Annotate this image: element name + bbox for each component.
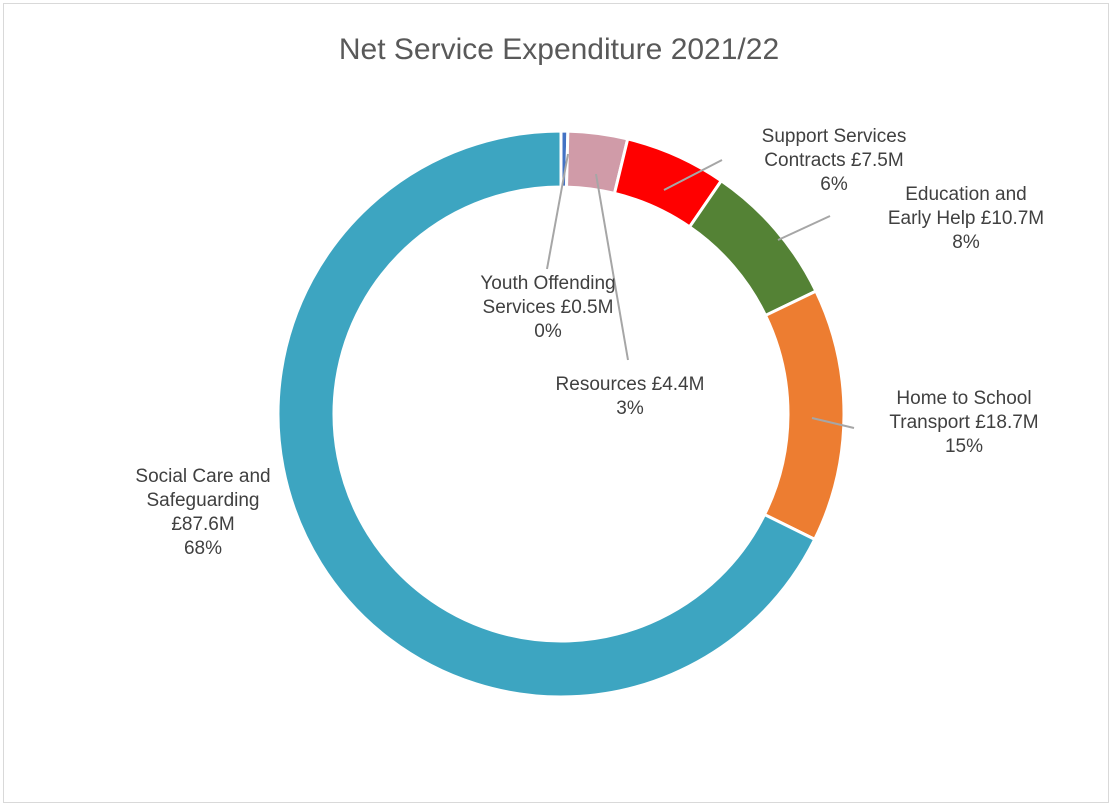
data-labels: Youth Offending Services £0.5M 0% Resources… (135, 126, 1044, 559)
data-label-line: Safeguarding (146, 490, 259, 511)
data-label-education-and-early-help: Education and Early Help £10.7M 8% (888, 184, 1044, 253)
leader-lines (546, 153, 855, 429)
data-label-line: 68% (184, 538, 222, 559)
data-label-line: Early Help £10.7M (888, 208, 1044, 229)
data-label-line: 8% (952, 232, 980, 253)
leader-line-education-and-early-help (777, 215, 831, 241)
slice-home-to-school-transport (762, 289, 846, 542)
chart-title: Net Service Expenditure 2021/22 (339, 33, 779, 66)
data-label-line: Transport £18.7M (889, 412, 1038, 433)
slice-education-and-early-help (687, 178, 818, 318)
data-label-resources: Resources £4.4M 3% (556, 374, 705, 419)
data-label-line: Education and (905, 184, 1027, 205)
data-label-line: Resources £4.4M (556, 374, 705, 395)
data-label-line: 0% (534, 321, 562, 342)
leader-line-home-to-school-transport (811, 417, 855, 429)
doughnut-slices (276, 129, 846, 699)
data-label-line: £87.6M (171, 514, 234, 535)
data-label-line: Home to School (896, 388, 1031, 409)
data-label-youth-offending-services: Youth Offending Services £0.5M 0% (480, 273, 615, 342)
data-label-support-services-contracts: Support Services Contracts £7.5M 6% (762, 126, 907, 195)
data-label-line: 6% (820, 174, 848, 195)
data-label-social-care-and-safeguarding: Social Care and Safeguarding £87.6M 68% (135, 466, 270, 559)
data-label-line: Youth Offending (480, 273, 615, 294)
doughnut-chart: Net Service Expenditure 2021/22 Youth Of… (135, 33, 1044, 699)
data-label-line: Support Services (762, 126, 907, 147)
data-label-home-to-school-transport: Home to School Transport £18.7M 15% (889, 388, 1038, 457)
leader-line-youth-offending-services (546, 153, 569, 270)
data-label-line: Contracts £7.5M (764, 150, 903, 171)
slice-social-care-and-safeguarding (276, 129, 817, 699)
leader-line-support-services-contracts (663, 159, 723, 191)
chart-frame: Net Service Expenditure 2021/22 Youth Of… (3, 3, 1109, 803)
data-label-line: Services £0.5M (483, 297, 614, 318)
data-label-line: Social Care and (135, 466, 270, 487)
data-label-line: 15% (945, 436, 983, 457)
data-label-line: 3% (616, 398, 644, 419)
leader-line-resources (595, 173, 629, 361)
